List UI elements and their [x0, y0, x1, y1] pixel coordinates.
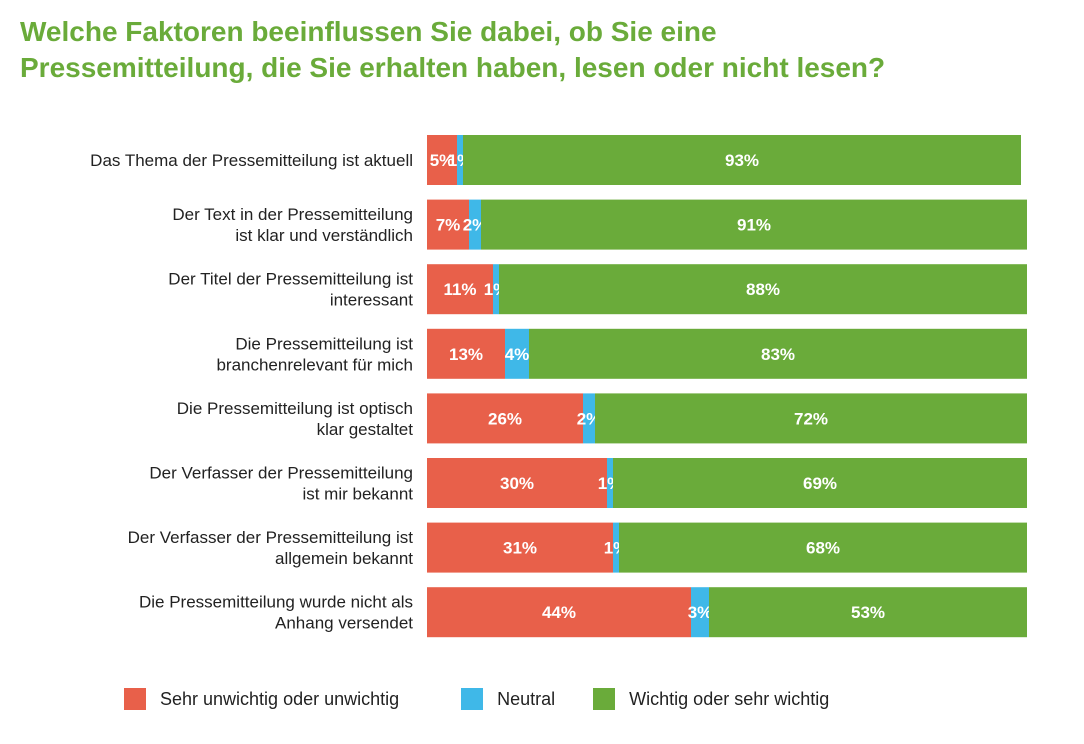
category-label: Der Verfasser der Pressemitteilung ist al… [128, 528, 414, 568]
legend-label-wichtig: Wichtig oder sehr wichtig [629, 688, 830, 709]
bar-segment-unwichtig [427, 199, 469, 250]
data-label: 31% [503, 539, 537, 558]
bar-segment-unwichtig [427, 264, 493, 315]
data-label: 7% [436, 216, 461, 235]
bar-segment-wichtig [709, 587, 1027, 638]
legend-swatch-neutral [461, 688, 484, 710]
data-label: 91% [737, 216, 771, 235]
data-label: 88% [746, 280, 780, 299]
chart-title-line-1: Welche Faktoren beeinflussen Sie dabei, … [20, 16, 717, 47]
bar-segment-neutral [613, 522, 619, 573]
bar-segment-wichtig [463, 135, 1021, 185]
category-label: Die Pressemitteilung ist optisch klar ges… [177, 399, 413, 439]
category-label: Der Verfasser der Pressemitteilung ist mi… [149, 464, 413, 504]
category-label: Das Thema der Pressemitteilung ist aktue… [90, 151, 413, 170]
data-label: 11% [443, 280, 476, 299]
chart-title: Welche Faktoren beeinflussen Sie dabei, … [20, 14, 1060, 86]
legend-item-neutral: Neutral [461, 688, 555, 710]
bar-segment-neutral [607, 458, 613, 508]
bar-segment-neutral [457, 135, 463, 185]
bar-segment-unwichtig [427, 522, 613, 573]
category-label: Der Titel der Pressemitteilung ist intere… [168, 270, 413, 310]
bar-segment-neutral [583, 393, 595, 444]
data-label: 13% [449, 345, 483, 364]
data-label: 72% [794, 409, 828, 428]
chart-title-line-2: Pressemitteilung, die Sie erhalten haben… [20, 52, 886, 83]
data-label: 3% [688, 603, 713, 622]
legend-item-unwichtig: Sehr unwichtig oder unwichtig [124, 688, 399, 710]
stacked-bar-chart: Das Thema der Pressemitteilung ist aktue… [90, 135, 1027, 638]
bar-segment-wichtig [619, 522, 1027, 573]
category-label: Der Text in der Pressemitteilung ist klar… [172, 205, 413, 245]
bar-segment-wichtig [613, 458, 1027, 508]
bar-segment-wichtig [481, 199, 1027, 250]
chart-legend: Sehr unwichtig oder unwichtig Neutral Wi… [124, 688, 829, 710]
bar-segment-neutral [691, 587, 709, 638]
bar-segment-unwichtig [427, 135, 457, 185]
data-label: 4% [505, 345, 530, 364]
bar-segment-neutral [469, 199, 481, 250]
bar-segment-unwichtig [427, 587, 691, 638]
bar-segment-unwichtig [427, 458, 607, 508]
legend-label-unwichtig: Sehr unwichtig oder unwichtig [160, 688, 400, 709]
data-label: 44% [542, 603, 576, 622]
category-label: Die Pressemitteilung ist branchenrelevant… [216, 334, 413, 374]
bar-segment-wichtig [499, 264, 1027, 315]
legend-swatch-unwichtig [124, 688, 146, 710]
legend-label-neutral: Neutral [497, 688, 556, 709]
legend-item-wichtig: Wichtig oder sehr wichtig [593, 688, 829, 710]
data-label: 26% [488, 409, 522, 428]
data-label: 83% [761, 345, 795, 364]
bar-segment-neutral [505, 328, 529, 379]
bar-segment-wichtig [529, 328, 1027, 379]
data-label: 53% [851, 603, 885, 622]
bar-segment-unwichtig [427, 393, 583, 444]
bar-segment-wichtig [595, 393, 1027, 444]
legend-swatch-wichtig [593, 688, 616, 710]
data-label: 69% [803, 474, 837, 493]
data-label: 30% [500, 474, 534, 493]
category-label: Die Pressemitteilung wurde nicht als Anha… [139, 593, 413, 633]
bar-segment-neutral [493, 264, 499, 315]
bar-segment-unwichtig [427, 328, 505, 379]
data-label: 5% [430, 151, 455, 170]
data-label: 68% [806, 539, 840, 558]
data-label: 93% [725, 151, 759, 170]
